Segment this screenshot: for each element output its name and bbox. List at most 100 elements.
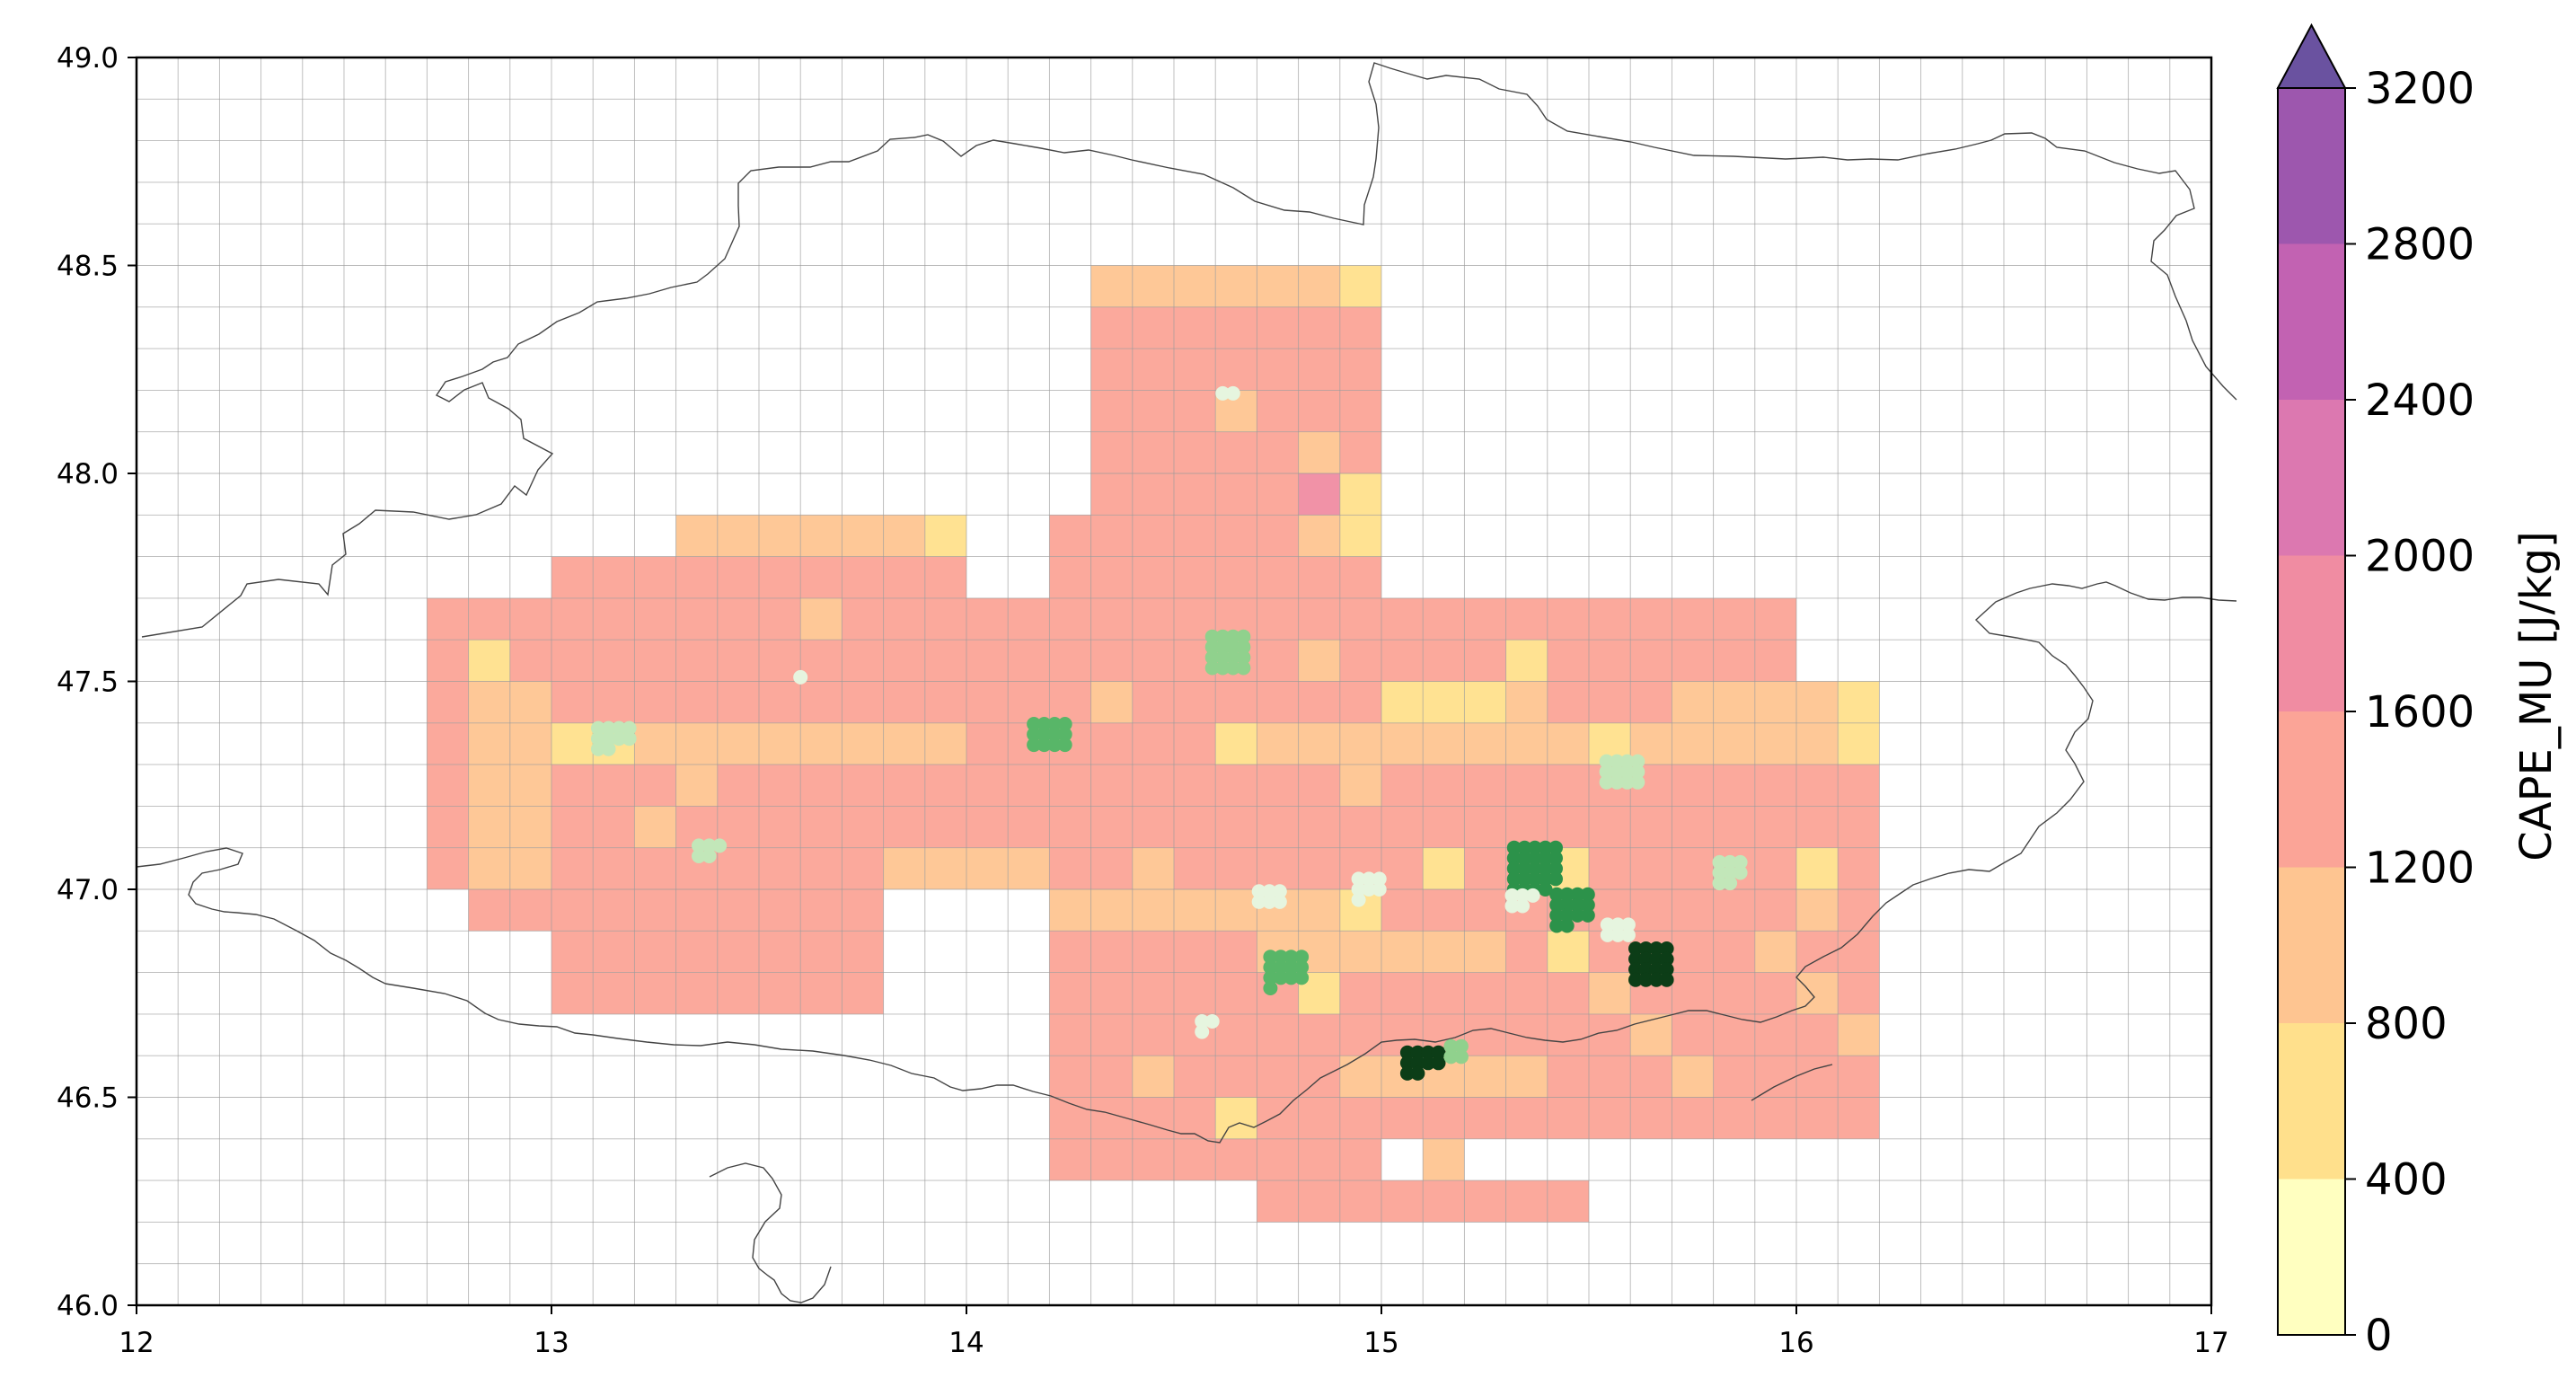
cape-cell xyxy=(1132,722,1174,765)
cape-cell xyxy=(1547,1180,1589,1223)
lightning-marker xyxy=(1549,897,1565,913)
lightning-marker xyxy=(1549,907,1565,923)
cape-cell xyxy=(717,556,759,598)
cape-cell xyxy=(1672,1056,1714,1098)
cape-cell xyxy=(842,722,884,765)
cape-cell xyxy=(1423,847,1465,889)
lightning-marker xyxy=(701,849,717,863)
cape-cell xyxy=(1796,889,1839,932)
lightning-marker xyxy=(1548,871,1563,887)
cape-cell xyxy=(1215,556,1257,598)
lightning-marker xyxy=(1649,951,1664,967)
lightning-marker xyxy=(1037,727,1052,742)
cape-cell xyxy=(427,722,469,765)
lightning-marker xyxy=(1712,865,1727,880)
cape-cell xyxy=(1339,972,1381,1014)
lightning-marker xyxy=(1538,871,1553,887)
lightning-marker xyxy=(1294,959,1310,975)
cape-cell xyxy=(1008,597,1050,640)
colorbar-band xyxy=(2278,711,2345,868)
lightning-marker xyxy=(1527,840,1542,855)
cape-cell xyxy=(1838,722,1880,765)
lightning-marker xyxy=(1649,941,1664,956)
cape-cell xyxy=(1754,640,1796,682)
lightning-marker xyxy=(1619,774,1635,790)
cape-cell xyxy=(1174,556,1216,598)
cape-cell xyxy=(1339,640,1381,682)
cape-cell xyxy=(1257,473,1299,516)
lightning-marker xyxy=(622,731,637,747)
cape-cell xyxy=(551,722,594,765)
cape-cell xyxy=(1339,1138,1381,1181)
cape-cell xyxy=(924,556,966,598)
cape-cell xyxy=(1174,390,1216,432)
cape-cell xyxy=(1257,1180,1299,1223)
cape-cell xyxy=(1257,681,1299,723)
cape-cell xyxy=(717,931,759,973)
cape-cell xyxy=(966,806,1009,848)
cape-cell xyxy=(1838,972,1880,1014)
cape-cell xyxy=(1838,1013,1880,1056)
cape-cell xyxy=(1505,764,1548,807)
cape-cell xyxy=(1630,1056,1672,1098)
cape-cell xyxy=(717,764,759,807)
cape-cell xyxy=(924,597,966,640)
cape-cell xyxy=(1754,1013,1796,1056)
lightning-marker xyxy=(1263,981,1278,995)
cape-cell xyxy=(1215,349,1257,391)
cape-cell xyxy=(634,972,676,1014)
cape-cell xyxy=(593,640,635,682)
colorbar-ticks: 0 400 800 1200 1600 2000 2400 2800 3200 xyxy=(2345,64,2475,1361)
lightning-marker xyxy=(1372,882,1387,897)
x-tick-label: 17 xyxy=(2193,1327,2228,1359)
lightning-marker xyxy=(1351,882,1366,897)
cape-cell xyxy=(1381,1097,1424,1139)
cape-cell xyxy=(551,972,594,1014)
cape-cell xyxy=(1754,1056,1796,1098)
map-area: 12 13 14 15 16 17 46.0 46.5 47.0 47.5 48.0 48.5 49.0 xyxy=(57,42,2237,1359)
cape-cell xyxy=(675,515,718,557)
cape-cell xyxy=(1132,556,1174,598)
cape-cell xyxy=(883,722,925,765)
cape-cell xyxy=(551,556,594,598)
cape-cell xyxy=(427,847,469,889)
cape-cell xyxy=(1090,473,1133,516)
cape-cell xyxy=(509,597,551,640)
lightning-marker xyxy=(1204,649,1220,665)
cape-cell xyxy=(800,889,842,932)
cape-cell xyxy=(1713,1056,1755,1098)
lightning-marker xyxy=(1431,1056,1446,1071)
cape-cell xyxy=(1672,806,1714,848)
cape-cell xyxy=(1339,431,1381,473)
cape-cell xyxy=(800,972,842,1014)
cape-cell xyxy=(1589,640,1631,682)
cape-cell xyxy=(1257,847,1299,889)
cape-cell xyxy=(1257,265,1299,307)
cape-cell xyxy=(1339,349,1381,391)
lightning-marker xyxy=(1351,892,1366,907)
cape-cell xyxy=(1174,515,1216,557)
lightning-marker xyxy=(1027,738,1042,753)
lightning-marker xyxy=(1506,851,1522,866)
lightning-marker xyxy=(1599,774,1614,790)
cape-cell xyxy=(1381,931,1424,973)
lightning-marker xyxy=(1712,854,1727,870)
cape-cell xyxy=(551,764,594,807)
colorbar-label: CAPE_MU [J/kg] xyxy=(2511,531,2562,861)
lightning-marker xyxy=(1599,754,1614,769)
cape-cell xyxy=(1547,681,1589,723)
cape-cell xyxy=(1630,806,1672,848)
y-tick-label: 48.0 xyxy=(57,458,119,490)
lightning-marker xyxy=(1659,972,1674,987)
cape-cell xyxy=(1049,847,1091,889)
lightning-marker xyxy=(1619,754,1635,769)
lightning-marker xyxy=(1610,764,1625,780)
colorbar-band xyxy=(2278,88,2345,244)
cape-cell xyxy=(1132,931,1174,973)
x-tick-label: 16 xyxy=(1778,1327,1813,1359)
cape-cell xyxy=(1838,764,1880,807)
country-borders xyxy=(136,62,2237,1303)
y-tick-label: 48.5 xyxy=(57,251,119,283)
cape-cell xyxy=(1174,847,1216,889)
lightning-marker xyxy=(692,838,706,853)
